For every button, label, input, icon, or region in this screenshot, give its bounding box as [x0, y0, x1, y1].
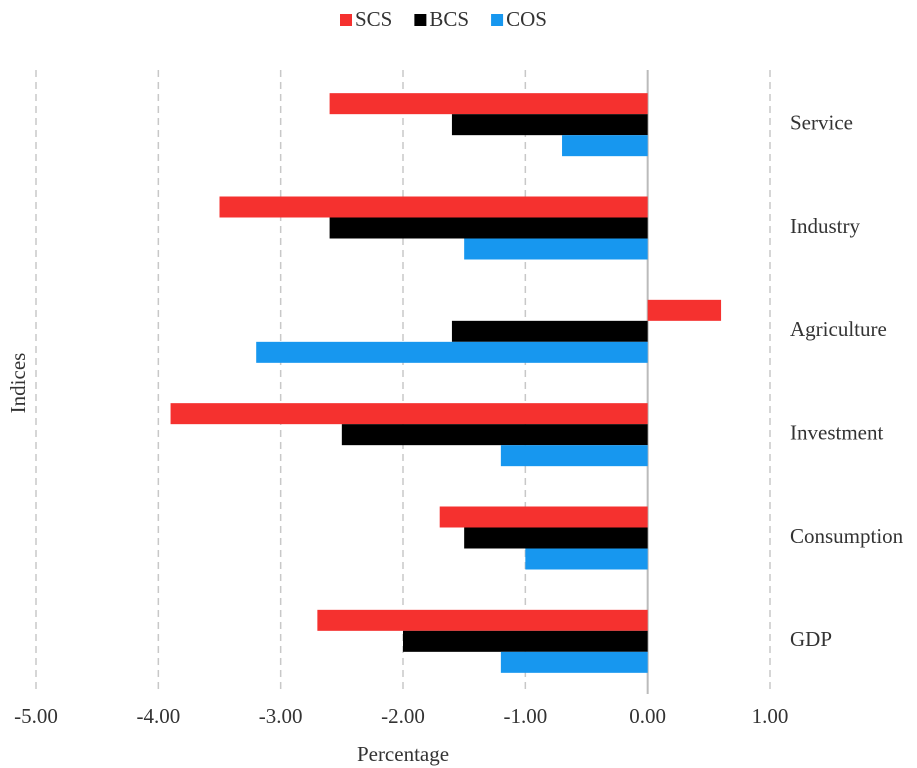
bar: [329, 217, 648, 239]
bar: [464, 527, 648, 549]
y-tick-label: Service: [790, 110, 853, 134]
legend-label: SCS: [355, 7, 392, 31]
bar: [329, 93, 648, 115]
bar: [451, 320, 648, 342]
x-tick-label: -1.00: [503, 704, 547, 728]
bar: [525, 548, 648, 570]
legend-label: COS: [506, 7, 547, 31]
x-axis-title: Percentage: [357, 742, 449, 766]
y-axis-title: Indices: [6, 353, 30, 414]
legend-swatch: [340, 14, 352, 26]
bar: [170, 403, 648, 425]
legend-swatch: [491, 14, 504, 26]
x-tick-label: 1.00: [752, 704, 789, 728]
bar: [439, 506, 648, 528]
bar: [647, 299, 722, 321]
x-tick-label: 0.00: [629, 704, 666, 728]
y-tick-label: GDP: [790, 627, 832, 651]
bar: [500, 651, 648, 673]
bar: [500, 445, 648, 467]
x-tick-label: -2.00: [381, 704, 425, 728]
bar: [451, 114, 648, 136]
legend-label: BCS: [429, 7, 469, 31]
bar: [341, 424, 648, 446]
legend-swatch: [414, 14, 427, 26]
y-tick-label: Industry: [790, 214, 860, 238]
x-tick-label: -4.00: [136, 704, 180, 728]
x-tick-label: -5.00: [14, 704, 58, 728]
bar: [219, 196, 648, 218]
bar: [464, 238, 648, 260]
bar: [317, 609, 648, 631]
bar: [403, 630, 648, 652]
y-tick-label: Agriculture: [790, 317, 887, 341]
y-tick-label: Investment: [790, 420, 883, 444]
bar: [256, 341, 648, 363]
x-tick-label: -3.00: [259, 704, 303, 728]
y-tick-label: Consumption: [790, 524, 904, 548]
bar: [562, 135, 648, 157]
